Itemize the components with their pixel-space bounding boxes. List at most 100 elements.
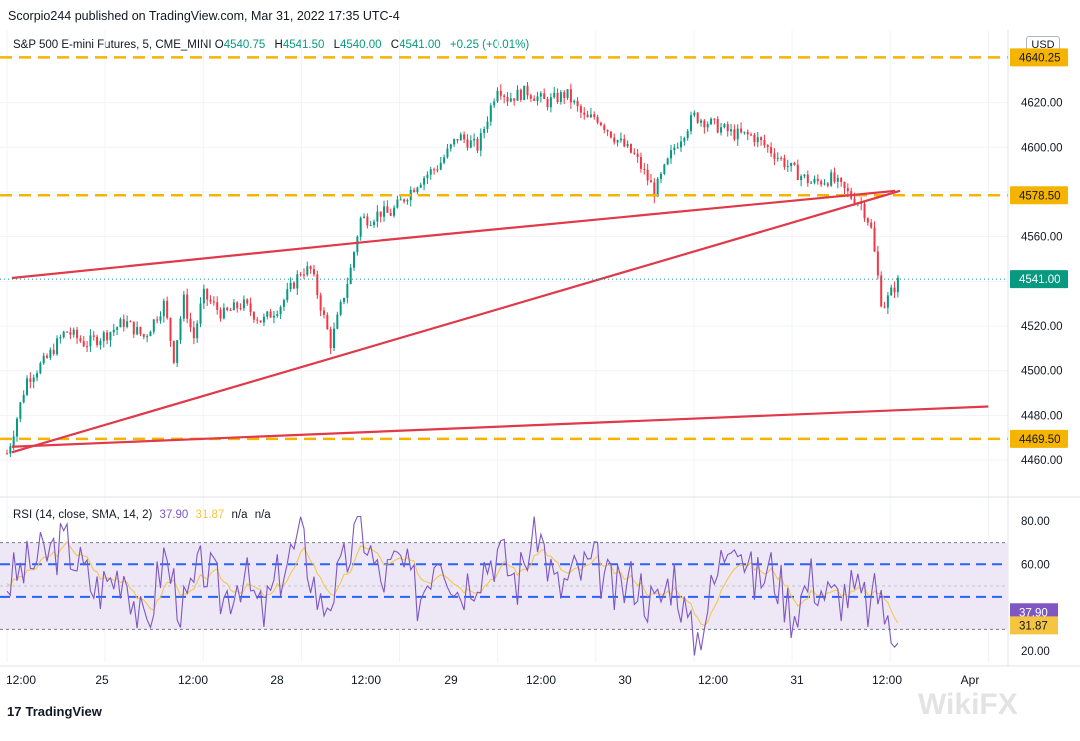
candle-body bbox=[710, 118, 713, 125]
candle-body bbox=[459, 134, 462, 141]
time-tick-label: Apr bbox=[961, 673, 980, 687]
candle-body bbox=[860, 203, 863, 205]
candle-body bbox=[763, 140, 766, 146]
level-label-box bbox=[1010, 186, 1068, 205]
candle-body bbox=[52, 349, 55, 355]
candle-body bbox=[119, 319, 122, 328]
candle-body bbox=[526, 85, 529, 96]
candle-body bbox=[730, 129, 733, 132]
candle-body bbox=[873, 227, 876, 252]
candle-body bbox=[533, 98, 536, 101]
candle-body bbox=[326, 314, 329, 330]
candle-body bbox=[282, 300, 285, 307]
rsi-na-2: n/a bbox=[254, 509, 271, 521]
level-label: 4640.25 bbox=[1019, 52, 1061, 64]
time-tick-label: 25 bbox=[95, 673, 109, 687]
candle-body bbox=[396, 199, 399, 208]
candle-body bbox=[826, 183, 829, 186]
candle-body bbox=[800, 176, 803, 181]
close-value: 4541.00 bbox=[399, 39, 441, 51]
rsi-value-label: 37.90 bbox=[1019, 607, 1048, 619]
candle-body bbox=[39, 363, 42, 374]
candle-body bbox=[796, 164, 799, 181]
candle-body bbox=[99, 340, 102, 346]
candle-body bbox=[770, 147, 773, 154]
candle-body bbox=[426, 174, 429, 179]
watermark-label: WikiFX bbox=[918, 688, 1018, 721]
candle-body bbox=[296, 274, 299, 289]
candle-body bbox=[536, 96, 539, 101]
candle-body bbox=[299, 274, 302, 276]
candle-body bbox=[870, 222, 873, 228]
candle-body bbox=[690, 115, 693, 132]
candle-body bbox=[546, 98, 549, 108]
candle-body bbox=[219, 309, 222, 319]
candle-body bbox=[593, 114, 596, 118]
rsi-line bbox=[6, 515, 899, 656]
candle-body bbox=[693, 112, 696, 116]
candle-body bbox=[322, 310, 325, 315]
candle-body bbox=[489, 105, 492, 122]
candle-body bbox=[102, 332, 105, 341]
candle-body bbox=[686, 131, 689, 138]
candle-body bbox=[669, 150, 672, 159]
rsi-label: RSI (14, close, SMA, 14, 2) bbox=[13, 509, 153, 521]
candle-body bbox=[673, 147, 676, 151]
candle-body bbox=[656, 178, 659, 197]
candle-body bbox=[393, 207, 396, 216]
candle-body bbox=[149, 331, 152, 337]
candle-body bbox=[569, 89, 572, 103]
candle-body bbox=[479, 133, 482, 151]
candle-body bbox=[516, 89, 519, 101]
candle-body bbox=[643, 168, 646, 170]
level-label: 4578.50 bbox=[1019, 190, 1061, 202]
candle-body bbox=[399, 199, 402, 201]
candle-body bbox=[196, 323, 199, 339]
candle-body bbox=[556, 92, 559, 103]
candle-body bbox=[433, 169, 436, 171]
candle-body bbox=[169, 317, 172, 341]
candle-body bbox=[339, 301, 342, 315]
candle-body bbox=[629, 143, 632, 153]
candle-body bbox=[332, 328, 335, 348]
candle-body bbox=[413, 189, 416, 193]
candle-body bbox=[49, 349, 52, 358]
candle-body bbox=[496, 90, 499, 102]
candle-body bbox=[423, 178, 426, 185]
candle-body bbox=[513, 98, 516, 101]
candle-body bbox=[229, 310, 232, 312]
tradingview-brand[interactable]: 17 TradingView bbox=[7, 704, 102, 719]
candle-body bbox=[583, 112, 586, 115]
candle-body bbox=[633, 152, 636, 154]
candle-body bbox=[436, 169, 439, 171]
high-label: H bbox=[274, 39, 283, 51]
candle-body bbox=[503, 95, 506, 97]
candle-body bbox=[316, 274, 319, 296]
candle-body bbox=[473, 138, 476, 141]
candle-body bbox=[289, 282, 292, 290]
candle-body bbox=[636, 153, 639, 157]
candle-body bbox=[586, 114, 589, 118]
candle-body bbox=[539, 93, 542, 97]
candle-body bbox=[109, 332, 112, 341]
candle-body bbox=[242, 299, 245, 309]
candle-body bbox=[816, 178, 819, 182]
candle-body bbox=[720, 127, 723, 133]
low-label: L bbox=[333, 39, 340, 51]
candle-body bbox=[186, 294, 189, 319]
last-price-box bbox=[1010, 270, 1068, 289]
candle-body bbox=[890, 287, 893, 296]
candle-body bbox=[619, 138, 622, 141]
candle-body bbox=[202, 288, 205, 304]
candle-body bbox=[122, 319, 125, 327]
candle-body bbox=[683, 137, 686, 142]
candle-body bbox=[506, 96, 509, 102]
candle-body bbox=[529, 95, 532, 99]
candle-body bbox=[262, 316, 265, 323]
brand-label: TradingView bbox=[25, 704, 102, 719]
candle-body bbox=[596, 117, 599, 123]
candle-body bbox=[112, 329, 115, 333]
candle-body bbox=[216, 302, 219, 310]
candle-body bbox=[806, 174, 809, 184]
